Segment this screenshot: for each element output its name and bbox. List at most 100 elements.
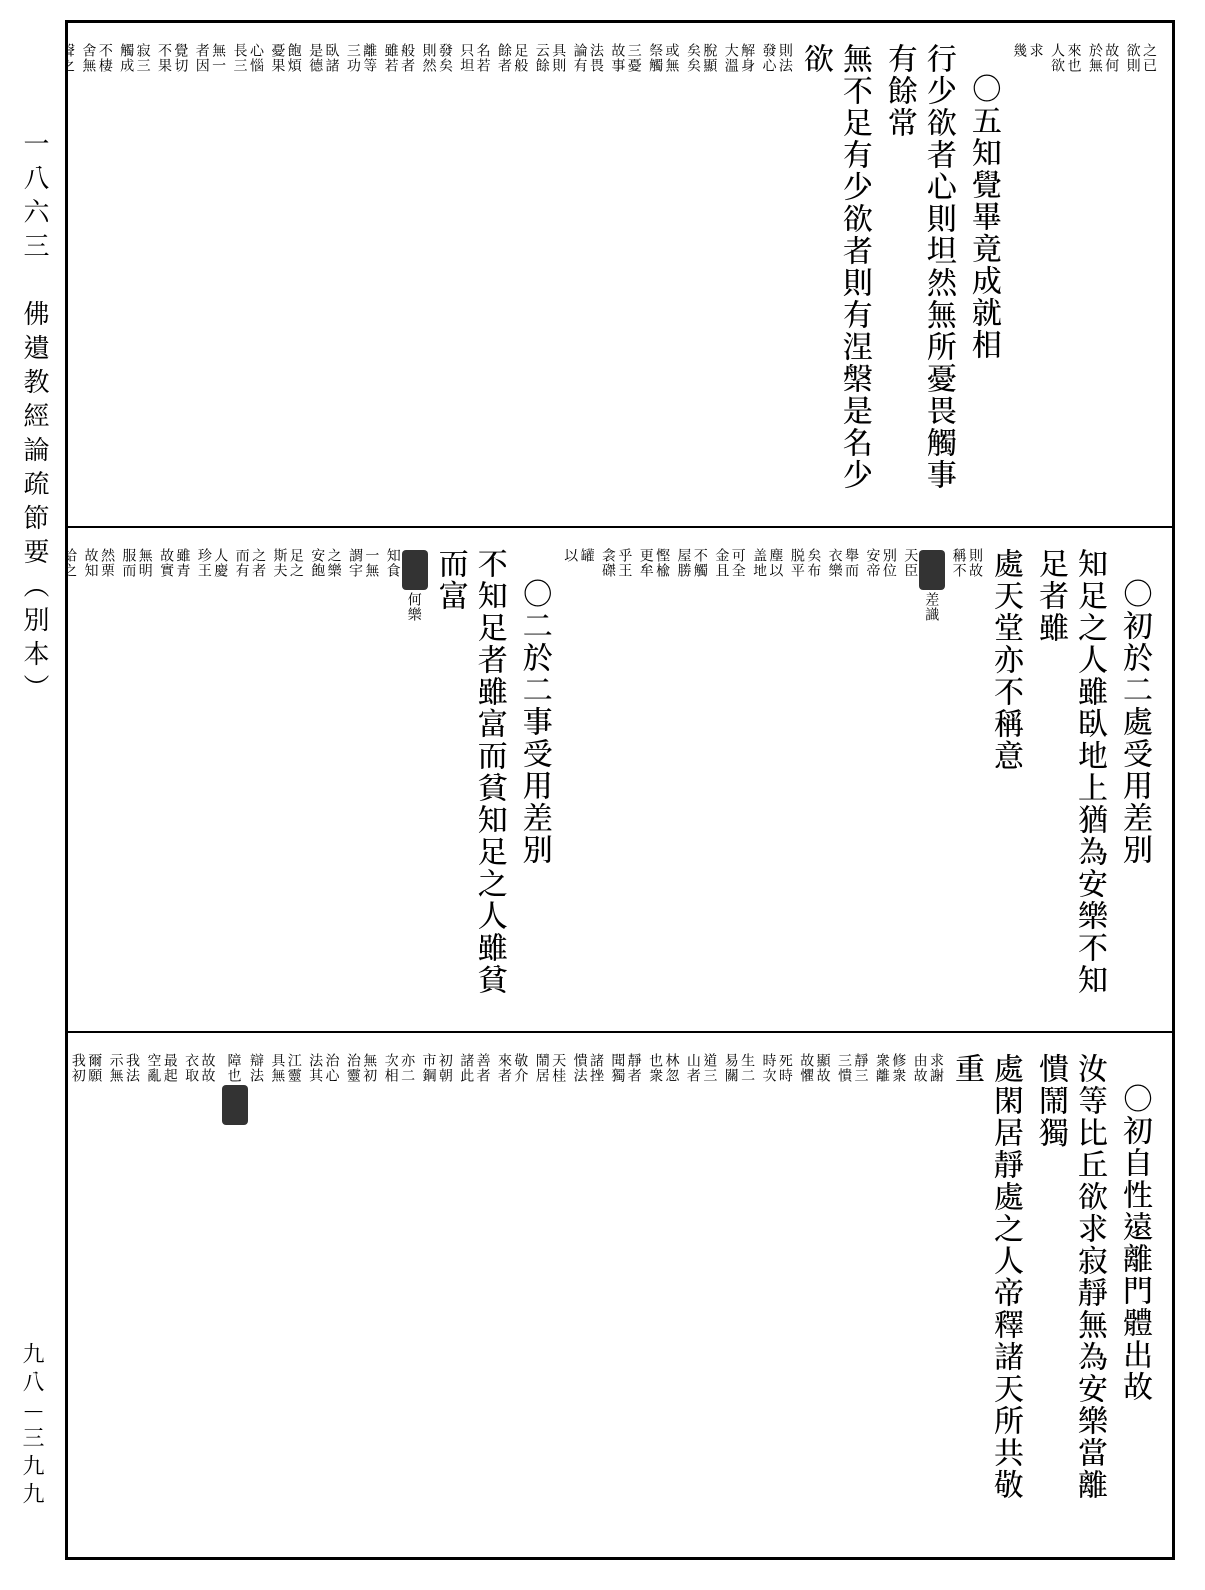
anno: 解身 [740,43,755,511]
anno: 是德 [308,43,323,511]
side-title: 一八六三 佛遺教經論疏節要（別本） [18,130,55,708]
anno: 別位 [881,548,896,1016]
anno: 更牟 [638,548,653,1016]
anno: 不棲 [97,43,112,511]
anno: 無明 [137,548,152,1016]
anno: 善者 [475,1053,490,1523]
anno: 衆離 [874,1053,889,1523]
anno: 舉而 [844,548,859,1016]
anno: 則法 [777,43,792,511]
heading: ○初於二處受用差別 [1118,548,1157,1016]
anno: 爾願 [87,1053,102,1523]
anno: 求謝 [929,1053,944,1523]
anno: 塵以 [768,548,783,1016]
page-frame: 之已欲則 故何於無 來也人欲 求幾 ○五知覺畢竟成就相 行少欲者心則坦然無所憂畏… [65,20,1175,1560]
anno: 易關 [723,1053,738,1523]
anno: 之已 [1142,43,1157,511]
anno: 空亂 [146,1053,161,1523]
anno: 死時 [777,1053,792,1523]
anno: 臥諸 [324,43,339,511]
anno: 者因 [194,43,209,511]
anno: 知食 [385,548,400,1016]
anno: 大溫 [723,43,738,511]
anno: 示無 [108,1053,123,1523]
text: 行少欲者心則坦然無所憂畏觸事有餘常 [883,43,961,511]
anno: 辯法 [249,1053,264,1523]
anno: 最起 [162,1053,177,1523]
text: 知足之人雖臥地上猶為安樂不知足者雖 [1034,548,1112,1016]
anno: 我法 [125,1053,140,1523]
anno: 生二 [740,1053,755,1523]
anno: 或無 [664,43,679,511]
seal-icon [402,550,428,590]
anno: 之者 [251,548,266,1016]
anno: 珍王 [197,548,212,1016]
anno: 離等 [362,43,377,511]
anno: 服而 [121,548,136,1016]
anno: 天臣 [903,548,918,1016]
anno: 乎王 [617,548,632,1016]
anno: 次相 [383,1053,398,1523]
anno: 時次 [761,1053,776,1523]
anno: 具則 [551,43,566,511]
anno: 聲之 [68,43,75,511]
seal-icon [919,550,945,590]
anno: 脫顯 [702,43,717,511]
anno: 何樂 [402,548,428,1016]
anno: 憒法 [572,1053,587,1523]
anno: 觸成 [119,43,134,511]
seal-icon [222,1085,248,1125]
anno: 修衆 [891,1053,906,1523]
anno: 亦二 [400,1053,415,1523]
anno: 給之 [68,548,77,1016]
anno: 一無 [364,548,379,1016]
anno: 由故 [912,1053,927,1523]
anno: 衾磔 [601,548,616,1016]
anno: 具無 [270,1053,285,1523]
anno: 金且 [714,548,729,1016]
anno: 法其 [308,1053,323,1523]
anno: 屋勝 [676,548,691,1016]
anno: 般者 [400,43,415,511]
anno: 法畏 [589,43,604,511]
section-2: ○初於二處受用差別 知足之人雖臥地上猶為安樂不知足者雖 處天堂亦不稱意 則故稱不… [68,528,1172,1033]
anno: 安飽 [310,548,325,1016]
anno: 慳楡 [655,548,670,1016]
anno: 謂宇 [348,548,363,1016]
anno: 我初 [70,1053,85,1523]
anno: 不果 [157,43,172,511]
anno: 盖地 [752,548,767,1016]
anno: 斯夫 [272,548,287,1016]
anno: 足之 [288,548,303,1016]
anno: 之樂 [326,548,341,1016]
anno: 稱不 [951,548,966,1016]
anno: 無初 [362,1053,377,1523]
anno: 名若 [475,43,490,511]
section-1: 之已欲則 故何於無 來也人欲 求幾 ○五知覺畢竟成就相 行少欲者心則坦然無所憂畏… [68,23,1172,528]
text: 汝等比丘欲求寂靜無為安樂當離憒鬧獨 [1034,1053,1112,1523]
anno: 聞獨 [610,1053,625,1523]
anno: 鬧居 [534,1053,549,1523]
anno: 於無 [1087,43,1102,511]
anno: 求 [1028,43,1043,511]
anno: 長三 [232,43,247,511]
anno: 幾 [1012,43,1027,511]
anno: 故故 [200,1053,215,1523]
anno: 江靈 [286,1053,301,1523]
anno: 差識 [919,548,945,1016]
anno: 雖若 [383,43,398,511]
heading: ○五知覺畢竟成就相 [967,43,1006,511]
anno: 祭觸 [648,43,663,511]
anno: 覺切 [173,43,188,511]
anno: 脱平 [789,548,804,1016]
anno: 然栗 [100,548,115,1016]
heading: ○初自性遠離門體出故 [1118,1053,1157,1523]
anno: 三功 [346,43,361,511]
anno: 初朝 [437,1053,452,1523]
anno: 發矣 [437,43,452,511]
anno: 寂三 [135,43,150,511]
section-3: ○初自性遠離門體出故 汝等比丘欲求寂靜無為安樂當離憒鬧獨 處閑居靜處之人帝釋諸天… [68,1033,1172,1538]
anno: 衣取 [184,1053,199,1523]
anno: 故事 [610,43,625,511]
anno: 故何 [1104,43,1119,511]
